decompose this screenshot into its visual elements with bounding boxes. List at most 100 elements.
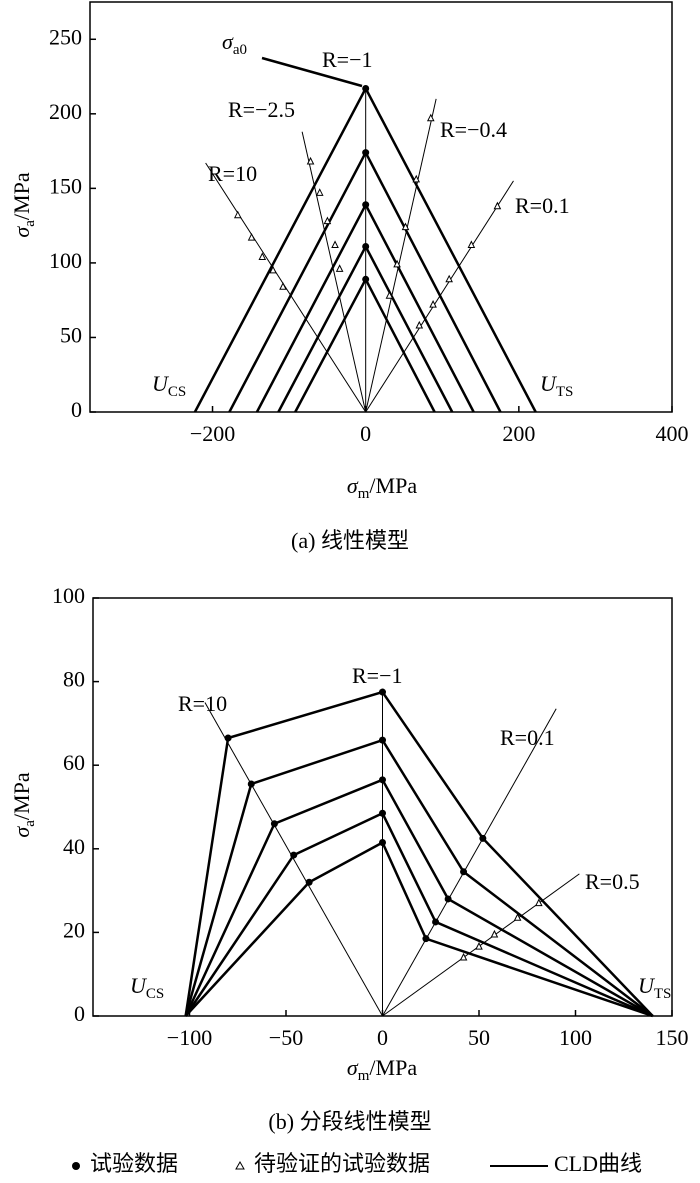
pending-point: [306, 156, 315, 165]
ratio-line: [382, 708, 557, 1017]
y-tick-label: 100: [52, 583, 85, 608]
annotation: R=0.1: [500, 725, 555, 750]
annotation-main: U: [152, 371, 170, 396]
x-tick-label: 150: [656, 1025, 689, 1050]
test-point: [379, 688, 386, 696]
plot-frame: [89, 1, 673, 413]
y-tick-label: 150: [49, 173, 82, 198]
x-axis-label-rest: /MPa: [369, 473, 417, 498]
caption: (a) 线性模型: [291, 528, 409, 553]
test-point: [224, 734, 232, 742]
annotation-sub: CS: [146, 986, 164, 1002]
test-point: [362, 201, 370, 209]
annotation-main: R=10: [208, 161, 257, 186]
legend-triangle: [235, 1160, 245, 1170]
x-tick-label: 50: [468, 1025, 490, 1050]
pending-point: [493, 201, 502, 210]
annotation: R=−1: [352, 663, 403, 688]
x-axis-label-main: σ: [347, 1055, 359, 1080]
pending-point: [490, 929, 499, 938]
annotation: R=10: [208, 161, 257, 186]
y-tick-label: 20: [63, 917, 85, 942]
annotation-main: U: [638, 973, 656, 998]
pending-point: [459, 952, 468, 961]
x-tick-label: 100: [559, 1025, 592, 1050]
annotation: R=10: [178, 691, 227, 716]
test-point: [422, 935, 430, 943]
annotation: R=0.5: [585, 869, 640, 894]
annotation-main: U: [130, 973, 148, 998]
annotation-main: R=−2.5: [228, 97, 295, 122]
annotation: R=−1: [322, 47, 373, 72]
annotation: UTS: [638, 973, 671, 1002]
test-point: [305, 878, 313, 886]
cld-line: [184, 690, 654, 1017]
caption: (b) 分段线性模型: [268, 1109, 431, 1134]
ratio-line: [365, 180, 514, 413]
ratio-line: [204, 702, 383, 1017]
test-point: [379, 776, 386, 784]
test-point: [362, 275, 370, 283]
annotation-sub: a0: [233, 42, 247, 58]
x-tick-label: −100: [167, 1025, 212, 1050]
pending-point: [247, 232, 256, 241]
pending-point: [467, 240, 476, 249]
annotation: R=−2.5: [228, 97, 295, 122]
test-point: [290, 851, 298, 859]
y-tick-label: 80: [63, 667, 85, 692]
pending-point: [429, 300, 437, 308]
pending-point: [323, 216, 332, 225]
annotation-sub: TS: [556, 384, 574, 400]
pending-point: [412, 174, 421, 183]
legend-label: CLD曲线: [554, 1151, 642, 1176]
leader-line: [261, 56, 363, 88]
pending-point: [335, 264, 344, 272]
y-tick-label: 0: [71, 397, 82, 422]
test-point: [432, 918, 440, 926]
test-point: [460, 868, 468, 876]
pending-point: [445, 274, 453, 283]
pending-point: [393, 259, 401, 268]
pending-point: [331, 240, 339, 249]
annotation: UCS: [130, 973, 164, 1002]
y-tick-label: 250: [49, 24, 82, 49]
pending-point: [315, 188, 324, 196]
y-tick-label: 100: [49, 248, 82, 273]
cld-line: [184, 811, 654, 1018]
test-point: [379, 839, 386, 847]
annotation: σa0: [222, 29, 247, 58]
ratio-line: [365, 98, 437, 413]
pending-point: [535, 898, 543, 907]
test-point: [379, 809, 386, 817]
annotation-sub: TS: [654, 986, 672, 1002]
annotation-main: σ: [222, 29, 234, 54]
x-tick-label: 0: [360, 421, 371, 446]
pending-point: [401, 222, 410, 231]
x-axis-label-sub: m: [358, 1068, 370, 1084]
pending-point: [279, 282, 287, 290]
legend-label: 试验数据: [90, 1151, 178, 1176]
test-point: [247, 780, 255, 788]
cld-line: [184, 778, 654, 1018]
test-point: [362, 149, 370, 157]
test-point: [444, 895, 452, 903]
annotation-main: R=0.1: [500, 725, 555, 750]
pending-point: [385, 291, 394, 299]
annotation-main: R=0.1: [515, 193, 570, 218]
annotation: R=0.1: [515, 193, 570, 218]
test-point: [362, 243, 370, 251]
x-axis-label-main: σ: [347, 473, 359, 498]
annotation: R=−0.4: [440, 117, 507, 142]
x-axis-label-rest: /MPa: [369, 1055, 417, 1080]
legend-label: 待验证的试验数据: [254, 1151, 430, 1176]
test-point: [270, 820, 278, 828]
x-axis-label: σm/MPa: [347, 1055, 417, 1084]
pending-point: [269, 265, 277, 274]
y-axis-label: σa/MPa: [9, 172, 38, 237]
annotation-main: R=10: [178, 691, 227, 716]
y-axis-label-sub: a: [22, 820, 38, 827]
ratio-line: [301, 131, 367, 413]
pending-point: [233, 210, 242, 219]
x-axis-label: σm/MPa: [347, 473, 417, 502]
